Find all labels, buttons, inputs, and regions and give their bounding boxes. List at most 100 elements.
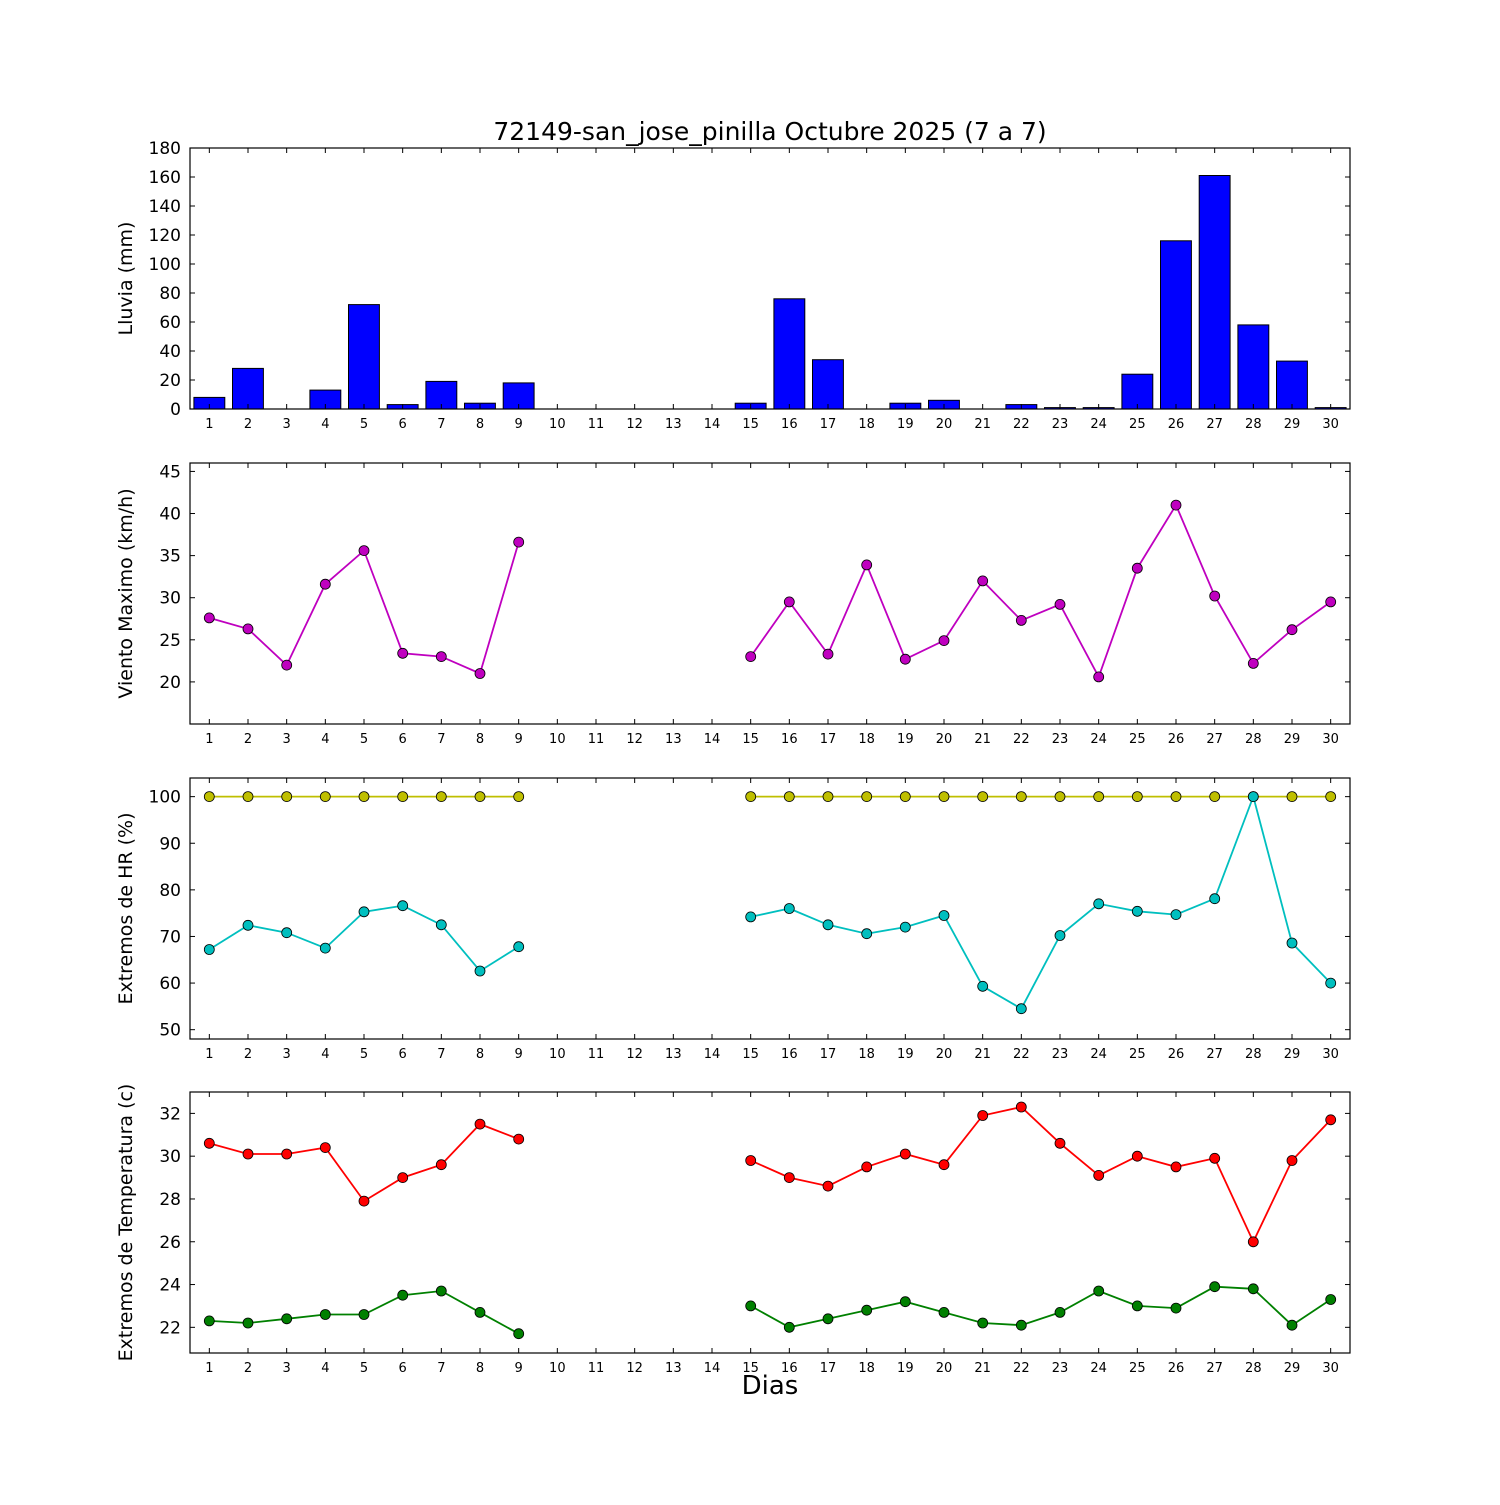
hr-maxima-marker-day-26 xyxy=(1170,791,1182,802)
y-tick-label: 40 xyxy=(159,342,181,362)
temperatura-maxima-marker-day-20 xyxy=(938,1159,950,1171)
x-tick-label: 30 xyxy=(1322,417,1339,432)
x-tick-label: 18 xyxy=(858,1047,875,1062)
x-tick-label: 7 xyxy=(437,417,445,432)
plot-frame xyxy=(189,147,1351,410)
hr-minima-marker-day-8 xyxy=(474,965,486,977)
viento-maximo-marker-day-5 xyxy=(358,545,370,556)
y-tick-label: 100 xyxy=(149,788,181,808)
y-tick-label: 80 xyxy=(159,881,181,901)
hr-minima-marker-day-28 xyxy=(1247,791,1259,802)
x-tick-label: 3 xyxy=(283,732,291,747)
x-tick-label: 5 xyxy=(360,1361,368,1376)
temperatura-minima-marker-day-26 xyxy=(1170,1302,1182,1314)
x-tick-label: 25 xyxy=(1129,1361,1146,1376)
x-tick-label: 28 xyxy=(1245,732,1262,747)
x-tick-label: 4 xyxy=(321,417,329,432)
temperatura-maxima-marker-day-26 xyxy=(1170,1161,1182,1173)
temperatura-minima-marker-day-6 xyxy=(397,1289,409,1301)
x-tick-label: 29 xyxy=(1284,1047,1301,1062)
x-tick-label: 14 xyxy=(704,1047,721,1062)
x-tick-label: 18 xyxy=(858,732,875,747)
temperatura-maxima-marker-day-6 xyxy=(397,1172,409,1183)
x-tick-label: 22 xyxy=(1013,417,1030,432)
x-tick-label: 28 xyxy=(1245,1047,1262,1062)
temperatura-maxima-marker-day-4 xyxy=(319,1142,331,1153)
y-tick-label: 35 xyxy=(159,547,181,567)
hr-minima-marker-day-17 xyxy=(822,919,834,931)
x-tick-label: 6 xyxy=(399,732,407,747)
x-tick-label: 15 xyxy=(742,1047,759,1062)
viento-maximo-marker-day-8 xyxy=(474,668,486,679)
x-tick-label: 12 xyxy=(626,732,643,747)
y-tick-label: 60 xyxy=(159,974,181,994)
y-tick-label: 70 xyxy=(159,927,181,947)
x-tick-label: 16 xyxy=(781,417,798,432)
hr-minima-marker-day-5 xyxy=(358,906,370,918)
x-tick-label: 14 xyxy=(704,732,721,747)
hr-minima-marker-day-24 xyxy=(1093,898,1105,910)
temperatura-maxima-marker-day-19 xyxy=(899,1148,911,1160)
viento-maximo-marker-day-23 xyxy=(1054,599,1066,610)
viento-maximo-marker-day-29 xyxy=(1286,624,1298,636)
x-tick-label: 28 xyxy=(1245,1361,1262,1376)
y-axis-label-lluvia: Lluvia (mm) xyxy=(115,222,137,336)
temperatura-minima-marker-day-28 xyxy=(1247,1283,1259,1295)
x-tick-label: 24 xyxy=(1090,1361,1107,1376)
temperatura-maxima-marker-day-16 xyxy=(783,1172,795,1183)
plot-background xyxy=(190,1092,1350,1353)
x-tick-label: 26 xyxy=(1168,732,1185,747)
y-tick-label: 30 xyxy=(159,1147,181,1167)
hr-maxima-marker-day-7 xyxy=(435,791,447,802)
temperatura-maxima-marker-day-3 xyxy=(281,1148,293,1160)
hr-maxima-marker-day-2 xyxy=(242,791,254,802)
y-tick-label: 32 xyxy=(159,1104,181,1124)
temperatura-maxima-marker-day-23 xyxy=(1054,1137,1066,1149)
viento-maximo-marker-day-1 xyxy=(203,612,215,624)
y-tick-label: 40 xyxy=(159,505,181,525)
x-tick-label: 11 xyxy=(588,732,605,747)
x-tick-label: 24 xyxy=(1090,1047,1107,1062)
x-tick-label: 28 xyxy=(1245,417,1262,432)
temperatura-minima-marker-day-27 xyxy=(1209,1281,1221,1293)
x-tick-label: 17 xyxy=(820,1361,837,1376)
temperatura-minima-marker-day-5 xyxy=(358,1309,370,1320)
x-tick-label: 25 xyxy=(1129,732,1146,747)
x-tick-label: 11 xyxy=(588,1361,605,1376)
x-tick-label: 21 xyxy=(974,1361,991,1376)
temperatura-minima-marker-day-21 xyxy=(977,1317,989,1329)
x-tick-label: 13 xyxy=(665,1361,682,1376)
x-tick-label: 19 xyxy=(897,732,914,747)
x-tick-label: 26 xyxy=(1168,1361,1185,1376)
temperatura-minima-marker-day-22 xyxy=(1015,1319,1027,1331)
x-tick-label: 1 xyxy=(205,417,213,432)
x-tick-label: 7 xyxy=(437,1047,445,1062)
hr-maxima-marker-day-24 xyxy=(1093,791,1105,802)
x-tick-label: 4 xyxy=(321,1361,329,1376)
temperatura-maxima-marker-day-25 xyxy=(1131,1150,1143,1162)
hr-maxima-marker-day-3 xyxy=(281,791,293,802)
x-tick-label: 2 xyxy=(244,1047,252,1062)
y-tick-label: 100 xyxy=(149,255,181,275)
temperatura-maxima-marker-day-24 xyxy=(1093,1170,1105,1181)
x-axis-label: Dias xyxy=(742,1371,799,1401)
plot-frame xyxy=(189,777,1351,1040)
x-tick-label: 7 xyxy=(437,1361,445,1376)
temperatura-minima-marker-day-7 xyxy=(435,1285,447,1297)
x-tick-label: 17 xyxy=(820,1047,837,1062)
x-tick-label: 11 xyxy=(588,1047,605,1062)
y-tick-label: 60 xyxy=(159,313,181,333)
x-tick-label: 19 xyxy=(897,1361,914,1376)
x-tick-label: 23 xyxy=(1052,732,1069,747)
y-tick-label: 160 xyxy=(149,168,181,188)
x-tick-label: 9 xyxy=(515,732,523,747)
x-tick-label: 23 xyxy=(1052,417,1069,432)
hr-minima-marker-day-22 xyxy=(1015,1003,1027,1015)
x-tick-label: 23 xyxy=(1052,1047,1069,1062)
temperatura-minima-marker-day-20 xyxy=(938,1307,950,1318)
temperatura-minima-marker-day-23 xyxy=(1054,1307,1066,1318)
rain-bar-day-5 xyxy=(348,304,380,410)
x-tick-label: 2 xyxy=(244,1361,252,1376)
